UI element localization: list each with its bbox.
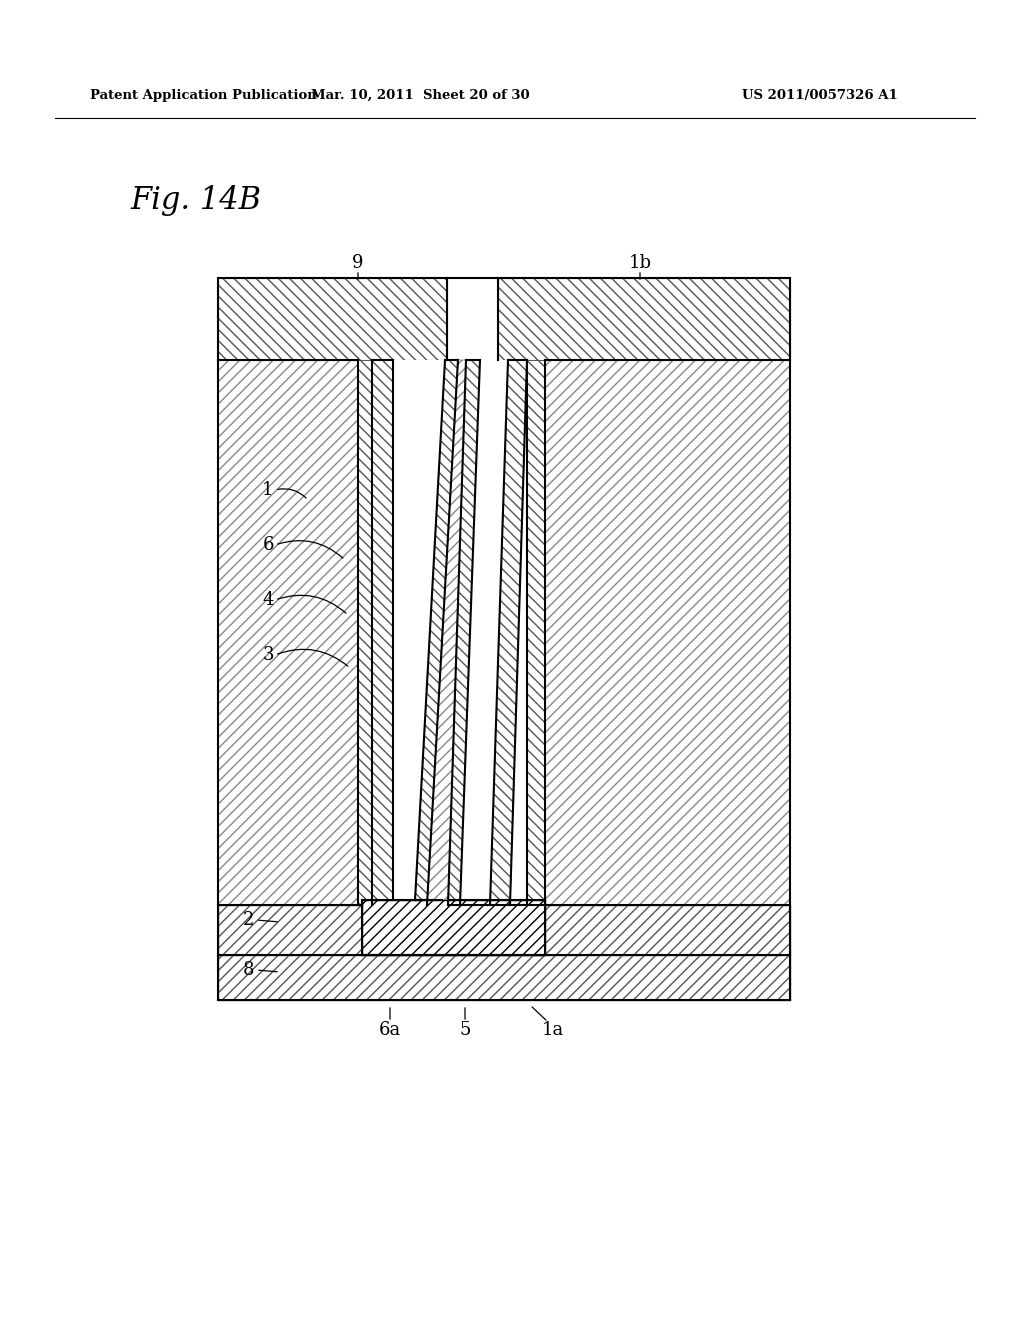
Text: 3: 3 (262, 645, 273, 664)
Polygon shape (358, 360, 372, 906)
Polygon shape (460, 360, 508, 906)
Polygon shape (460, 360, 508, 906)
Text: 6: 6 (262, 536, 273, 554)
Text: 2: 2 (243, 911, 254, 929)
Polygon shape (498, 279, 790, 360)
Polygon shape (218, 906, 790, 954)
Text: Mar. 10, 2011  Sheet 20 of 30: Mar. 10, 2011 Sheet 20 of 30 (310, 88, 529, 102)
Polygon shape (372, 360, 393, 906)
Text: 1: 1 (262, 480, 273, 499)
Polygon shape (218, 954, 790, 1001)
Text: Patent Application Publication: Patent Application Publication (90, 88, 316, 102)
Text: 5: 5 (460, 1020, 471, 1039)
Polygon shape (527, 360, 545, 906)
Text: 1a: 1a (542, 1020, 564, 1039)
Polygon shape (545, 360, 790, 906)
Text: 1b: 1b (629, 253, 651, 272)
Text: 8: 8 (243, 961, 254, 979)
Polygon shape (415, 360, 458, 906)
Text: 6a: 6a (379, 1020, 401, 1039)
Polygon shape (449, 360, 480, 906)
Text: US 2011/0057326 A1: US 2011/0057326 A1 (742, 88, 898, 102)
Polygon shape (393, 360, 445, 900)
Polygon shape (218, 279, 447, 360)
Text: 4: 4 (262, 591, 273, 609)
Polygon shape (490, 360, 527, 906)
Text: Fig. 14B: Fig. 14B (130, 185, 261, 215)
Polygon shape (393, 360, 445, 900)
Polygon shape (427, 360, 466, 906)
Polygon shape (362, 900, 545, 954)
Text: 9: 9 (352, 253, 364, 272)
Polygon shape (218, 360, 358, 906)
